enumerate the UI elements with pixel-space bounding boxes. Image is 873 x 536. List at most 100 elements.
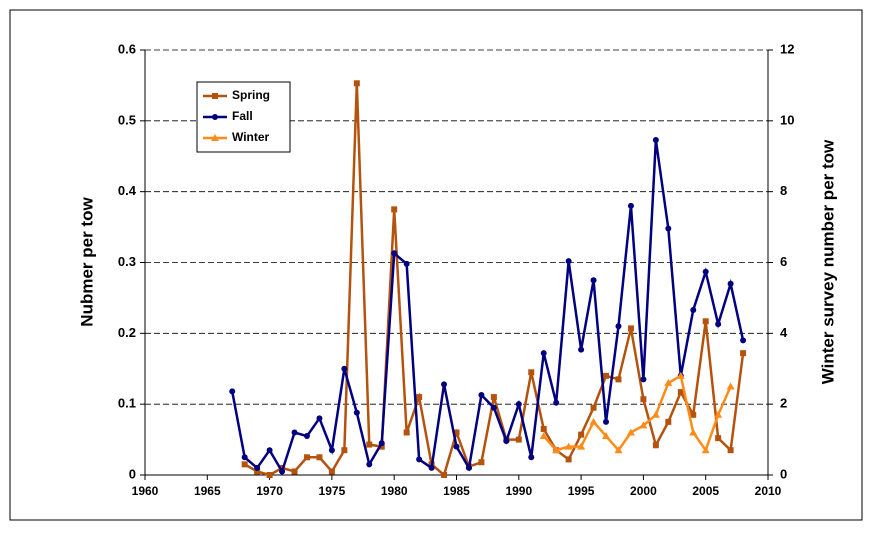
marker <box>665 418 672 425</box>
marker <box>652 442 659 449</box>
marker <box>212 114 218 120</box>
legend-label: Spring <box>232 88 270 102</box>
marker <box>303 454 310 461</box>
marker <box>626 428 635 436</box>
marker <box>453 429 460 436</box>
marker <box>539 432 548 440</box>
marker <box>577 442 586 450</box>
marker <box>640 396 647 403</box>
series-line <box>230 139 745 475</box>
marker <box>603 418 610 425</box>
marker <box>702 318 709 325</box>
marker <box>515 436 522 443</box>
marker <box>578 346 585 353</box>
marker <box>603 372 610 379</box>
marker <box>702 268 709 275</box>
marker <box>366 461 373 468</box>
marker <box>303 433 310 440</box>
marker <box>441 381 448 388</box>
marker <box>241 454 248 461</box>
y-tick-label: 0.6 <box>118 41 136 56</box>
y-tick-label: 0.3 <box>118 254 136 269</box>
marker <box>540 425 547 432</box>
marker <box>690 306 697 313</box>
marker <box>391 250 398 257</box>
marker <box>366 441 373 448</box>
marker <box>341 447 348 454</box>
y2-axis-title: Winter survey number per tow <box>818 139 837 384</box>
marker <box>652 136 659 143</box>
marker <box>490 404 497 411</box>
marker <box>715 321 722 328</box>
marker <box>503 438 510 444</box>
marker <box>690 411 697 418</box>
legend-label: Fall <box>232 109 253 123</box>
marker <box>615 376 622 383</box>
marker <box>254 468 261 475</box>
x-tick-label: 1970 <box>256 484 283 498</box>
marker <box>565 258 572 265</box>
y-tick-label: 0 <box>129 466 136 481</box>
marker <box>453 443 460 450</box>
x-tick-label: 2010 <box>755 484 782 498</box>
marker <box>590 277 597 284</box>
marker <box>552 446 561 454</box>
marker <box>627 325 634 332</box>
marker <box>676 371 685 379</box>
x-tick-label: 2005 <box>692 484 719 498</box>
marker <box>740 337 747 344</box>
marker <box>640 376 647 383</box>
marker <box>403 260 410 267</box>
legend-label: Winter <box>232 130 270 144</box>
marker <box>316 415 323 422</box>
marker <box>391 206 398 213</box>
y2-tick-label: 10 <box>780 112 794 127</box>
marker <box>353 80 360 87</box>
marker <box>241 461 248 468</box>
marker <box>266 472 273 478</box>
marker <box>528 369 535 376</box>
marker <box>403 429 410 436</box>
x-tick-label: 2000 <box>630 484 657 498</box>
y2-tick-label: 0 <box>780 466 787 481</box>
marker <box>515 401 522 408</box>
marker <box>701 446 710 454</box>
x-tick-label: 1965 <box>194 484 221 498</box>
marker <box>553 399 560 406</box>
marker <box>353 409 360 416</box>
marker <box>428 464 435 471</box>
marker <box>590 404 597 411</box>
marker <box>341 365 348 372</box>
marker <box>614 446 623 454</box>
marker <box>714 410 723 418</box>
marker <box>328 468 335 475</box>
marker <box>465 464 472 471</box>
y-tick-label: 0.4 <box>118 183 137 198</box>
marker <box>490 394 497 401</box>
marker <box>540 350 547 357</box>
marker <box>677 389 684 396</box>
marker <box>478 391 485 398</box>
y2-tick-label: 2 <box>780 396 787 411</box>
marker <box>316 454 323 461</box>
series-line <box>542 373 732 453</box>
y2-tick-label: 8 <box>780 183 787 198</box>
marker <box>254 464 261 471</box>
marker <box>627 202 634 209</box>
marker <box>615 323 622 330</box>
marker <box>564 442 573 450</box>
x-tick-label: 1990 <box>505 484 532 498</box>
marker <box>212 93 218 99</box>
marker <box>727 447 734 454</box>
marker <box>328 447 335 454</box>
y2-tick-label: 6 <box>780 254 787 269</box>
x-tick-label: 1980 <box>381 484 408 498</box>
marker <box>416 456 423 463</box>
marker <box>378 440 385 447</box>
x-tick-label: 1960 <box>132 484 159 498</box>
marker <box>664 378 673 386</box>
marker <box>416 394 423 401</box>
marker <box>740 350 747 357</box>
marker <box>651 410 660 418</box>
